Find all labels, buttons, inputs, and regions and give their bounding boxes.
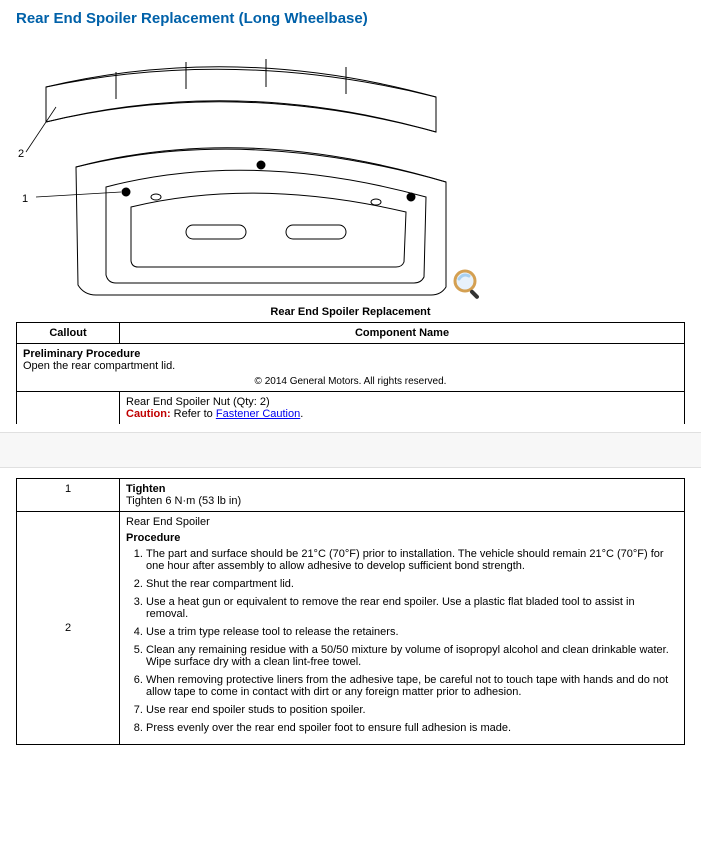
- proc-step: Clean any remaining residue with a 50/50…: [146, 644, 678, 668]
- fastener-caution-link[interactable]: Fastener Caution: [216, 408, 300, 420]
- proc-step: Press evenly over the rear end spoiler f…: [146, 722, 678, 734]
- proc-step: When removing protective liners from the…: [146, 674, 678, 698]
- spoiler-name: Rear End Spoiler: [126, 516, 678, 528]
- th-component: Component Name: [120, 323, 685, 344]
- spoiler-callout: 2: [17, 512, 120, 745]
- figure-caption: Rear End Spoiler Replacement: [16, 306, 685, 318]
- tighten-callout: 1: [17, 479, 120, 512]
- spoiler-cell: Rear End Spoiler Procedure The part and …: [120, 512, 685, 745]
- nut-line1: Rear End Spoiler Nut (Qty: 2): [126, 396, 678, 408]
- procedure-list: The part and surface should be 21°C (70°…: [126, 548, 678, 734]
- tighten-text: Tighten 6 N·m (53 lb in): [126, 495, 678, 507]
- caution-label: Caution:: [126, 408, 171, 420]
- preliminary-text: Open the rear compartment lid.: [23, 360, 678, 372]
- preliminary-cell: Preliminary Procedure Open the rear comp…: [17, 344, 685, 392]
- proc-step: Use rear end spoiler studs to position s…: [146, 704, 678, 716]
- preliminary-title: Preliminary Procedure: [23, 348, 678, 360]
- tighten-cell: Tighten Tighten 6 N·m (53 lb in): [120, 479, 685, 512]
- magnifier-icon[interactable]: [451, 267, 485, 304]
- proc-step: Shut the rear compartment lid.: [146, 578, 678, 590]
- proc-step: Use a trim type release tool to release …: [146, 626, 678, 638]
- caution-text: Refer to: [171, 408, 216, 420]
- procedure-title: Procedure: [126, 532, 678, 544]
- component-table-bottom: 1 Tighten Tighten 6 N·m (53 lb in) 2 Rea…: [16, 478, 685, 745]
- component-table-top: Callout Component Name Preliminary Proce…: [16, 322, 685, 424]
- section-divider-gap: [0, 432, 701, 468]
- th-callout: Callout: [17, 323, 120, 344]
- tighten-title: Tighten: [126, 483, 678, 495]
- nut-caution-line: Caution: Refer to Fastener Caution.: [126, 408, 678, 420]
- diagram-label-2: 2: [18, 148, 24, 160]
- diagram-label-1: 1: [22, 193, 28, 205]
- proc-step: The part and surface should be 21°C (70°…: [146, 548, 678, 572]
- nut-component-cell: Rear End Spoiler Nut (Qty: 2) Caution: R…: [120, 392, 685, 425]
- proc-step: Use a heat gun or equivalent to remove t…: [146, 596, 678, 620]
- nut-callout-cell: [17, 392, 120, 425]
- copyright-text: © 2014 General Motors. All rights reserv…: [23, 376, 678, 387]
- spoiler-diagram-svg: 1 2: [16, 37, 456, 297]
- page-title: Rear End Spoiler Replacement (Long Wheel…: [16, 10, 685, 27]
- diagram-figure: 1 2: [16, 37, 685, 300]
- caution-period: .: [300, 408, 303, 420]
